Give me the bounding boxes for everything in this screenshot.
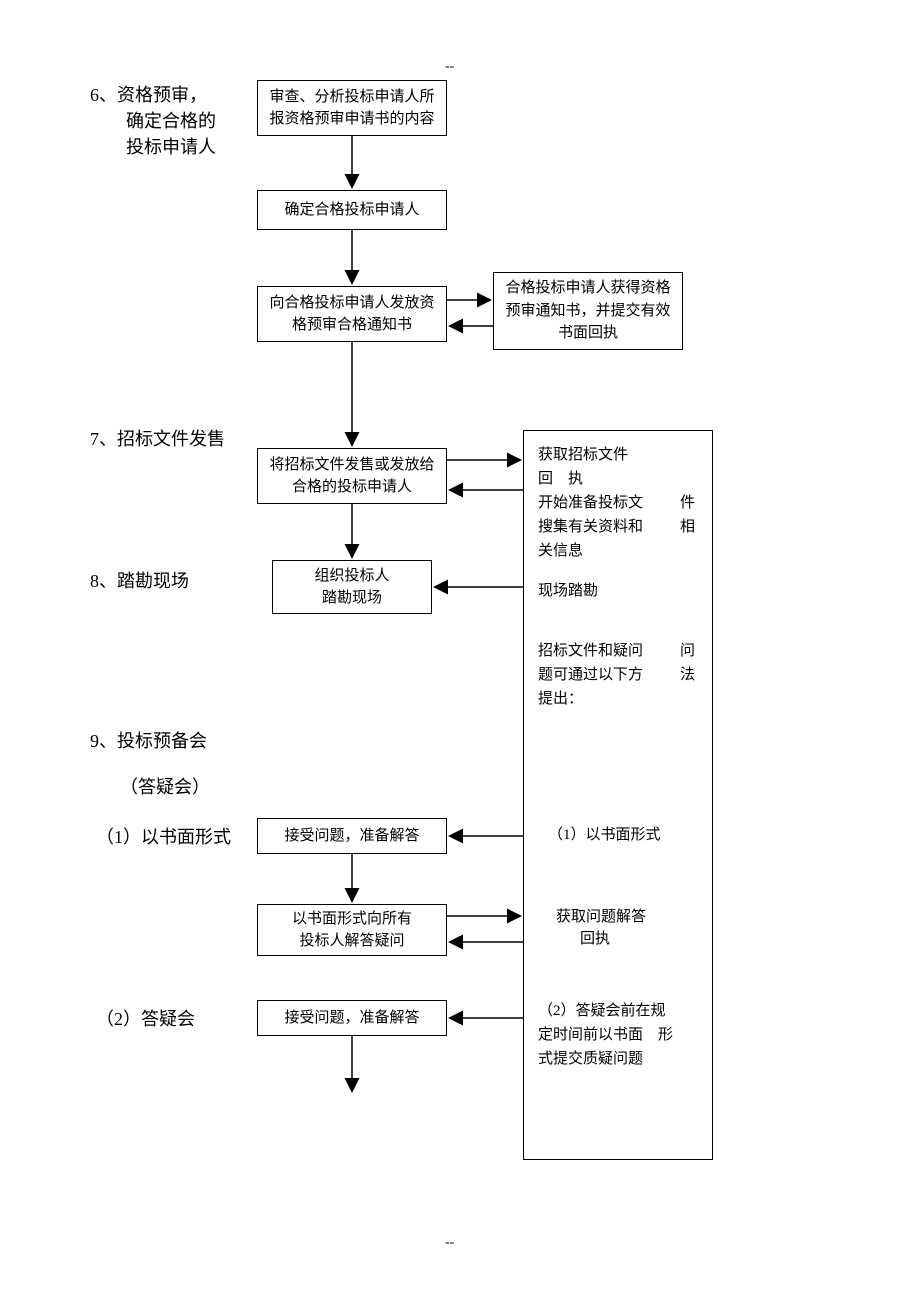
arrows-layer xyxy=(0,0,920,1302)
page: -- -- 6、资格预审， 确定合格的 投标申请人 7、招标文件发售 8、踏勘现… xyxy=(0,0,920,1302)
